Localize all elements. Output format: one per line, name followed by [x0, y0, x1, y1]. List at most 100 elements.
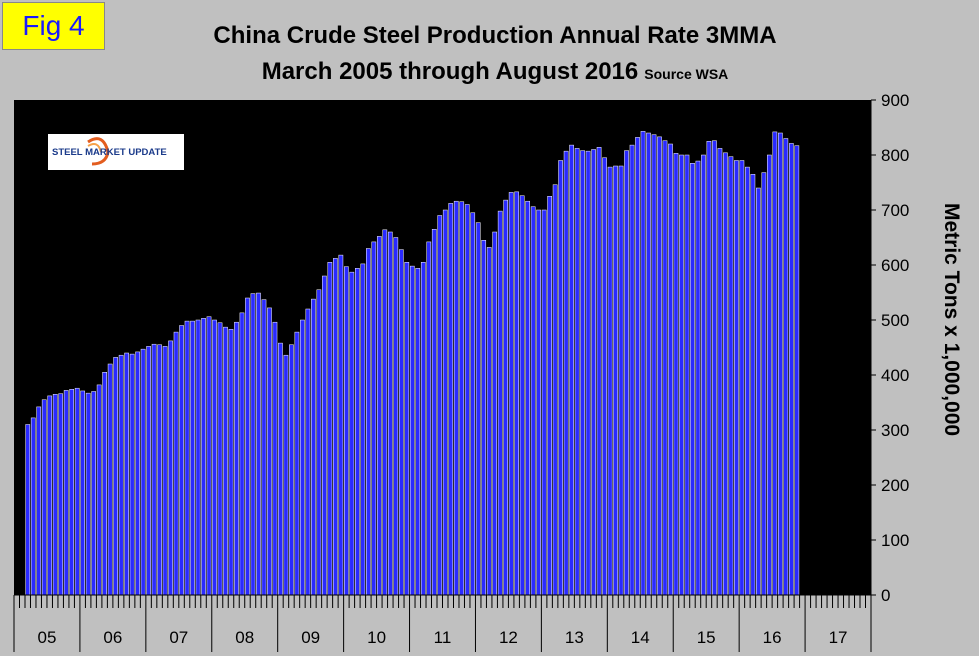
bar	[464, 204, 470, 596]
bar	[448, 203, 454, 596]
bar	[228, 329, 234, 596]
bar	[684, 154, 690, 596]
bar	[541, 209, 547, 596]
bar	[734, 160, 739, 596]
bar	[470, 212, 476, 596]
bar	[250, 293, 256, 596]
x-tick-label: 06	[103, 628, 122, 647]
y-tick-label: 500	[881, 311, 909, 330]
bar	[756, 187, 761, 596]
bar	[646, 132, 651, 596]
bar	[629, 144, 635, 596]
bar	[420, 262, 426, 596]
bar	[30, 417, 36, 596]
bar	[322, 275, 327, 596]
bar	[525, 200, 530, 596]
x-tick-label: 05	[37, 628, 56, 647]
bar	[184, 320, 190, 596]
bar	[739, 160, 745, 596]
bar	[794, 145, 800, 596]
bar	[536, 209, 541, 596]
bar	[668, 143, 673, 596]
bar	[404, 262, 410, 596]
x-tick-label: 09	[301, 628, 320, 647]
bar	[278, 342, 283, 596]
bar	[558, 160, 563, 596]
y-tick-label: 0	[881, 586, 890, 605]
bar	[690, 163, 695, 596]
bar	[206, 316, 212, 596]
y-axis-label: Metric Tons x 1,000,000	[940, 203, 963, 437]
bar	[503, 199, 509, 596]
x-tick-label: 14	[631, 628, 650, 647]
bar	[706, 141, 712, 596]
bar	[657, 136, 662, 596]
bar	[289, 344, 294, 596]
bar	[409, 265, 415, 596]
bar	[157, 344, 162, 596]
steel-market-update-logo: STEEL MARKET UPDATE	[48, 134, 184, 170]
bar	[69, 389, 75, 596]
bar	[673, 153, 679, 596]
bar	[355, 268, 360, 596]
bar	[344, 266, 349, 596]
x-tick-label: 12	[499, 628, 518, 647]
bar	[662, 140, 668, 596]
bar	[602, 157, 607, 596]
bar	[376, 236, 382, 596]
y-tick-label: 200	[881, 476, 909, 495]
bar	[63, 390, 69, 596]
bar	[151, 343, 157, 596]
bar	[569, 144, 574, 596]
bar	[294, 331, 300, 596]
y-tick-label: 400	[881, 366, 909, 385]
x-tick-label: 15	[697, 628, 716, 647]
bar	[333, 258, 338, 596]
bar	[124, 352, 129, 596]
bar	[272, 321, 278, 596]
bar	[129, 353, 135, 596]
bar	[327, 262, 333, 596]
bar	[492, 231, 498, 596]
bar	[146, 346, 151, 596]
bar	[393, 237, 399, 596]
x-tick-label: 07	[169, 628, 188, 647]
bar	[613, 165, 618, 596]
bar	[398, 249, 404, 596]
bar	[91, 391, 96, 596]
bar	[475, 222, 481, 596]
bar	[772, 131, 778, 596]
bar	[585, 150, 591, 596]
plot-area	[14, 100, 871, 595]
bar	[695, 160, 701, 596]
bar	[201, 318, 206, 596]
y-tick-label: 900	[881, 91, 909, 110]
bar	[387, 231, 393, 596]
x-tick-label: 13	[565, 628, 584, 647]
bar	[223, 326, 228, 596]
bar	[563, 150, 569, 596]
bar	[135, 351, 140, 596]
chart-title: China Crude Steel Production Annual Rate…	[213, 22, 777, 49]
source-note: Source WSA	[644, 66, 729, 82]
bar	[25, 424, 31, 596]
bar	[547, 196, 552, 596]
bar	[168, 340, 173, 596]
bar	[679, 154, 684, 596]
bar	[651, 134, 657, 596]
bar	[624, 150, 629, 596]
bar	[596, 147, 602, 596]
bar	[618, 165, 624, 596]
bar	[217, 322, 223, 596]
bar	[190, 320, 195, 596]
bar	[316, 289, 322, 596]
bar	[239, 312, 245, 596]
bar	[140, 348, 146, 596]
bar	[723, 152, 728, 596]
x-tick-label: 17	[829, 628, 848, 647]
bar	[349, 271, 355, 596]
bar	[497, 210, 503, 596]
y-tick-label: 700	[881, 201, 909, 220]
